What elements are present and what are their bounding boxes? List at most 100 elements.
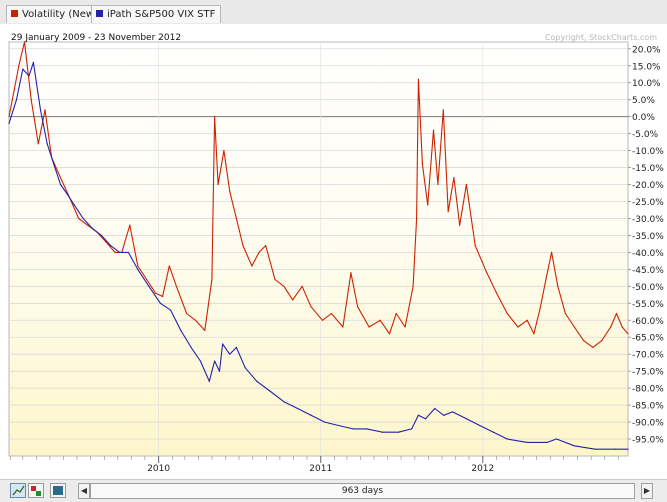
data-point-ipath [213, 360, 216, 362]
data-point-volatility [486, 272, 488, 274]
data-point-ipath [297, 407, 299, 410]
data-point-volatility [213, 116, 216, 118]
data-point-ipath [443, 414, 445, 416]
data-point-volatility [44, 109, 46, 111]
data-point-volatility [601, 340, 603, 342]
x-tick-label: 2010 [147, 464, 170, 472]
data-point-volatility [154, 292, 157, 294]
data-point-ipath [73, 204, 75, 206]
data-point-ipath [397, 431, 400, 433]
data-point-ipath [127, 251, 130, 253]
y-tick-label: -45.0% [632, 266, 664, 276]
data-point-ipath [434, 407, 436, 410]
data-point-volatility [18, 65, 20, 67]
data-point-volatility [474, 245, 476, 247]
data-point-ipath [526, 441, 528, 444]
scroll-right-button[interactable]: ▶ [641, 483, 653, 499]
compare-tool-button[interactable] [28, 483, 44, 498]
data-point-volatility [8, 116, 10, 118]
data-point-volatility [517, 326, 519, 328]
data-point-ipath [8, 122, 10, 125]
data-point-volatility [404, 326, 406, 328]
copyright-label: Copyright, StockCharts.com [544, 33, 657, 42]
data-point-ipath [555, 438, 558, 440]
data-point-volatility [437, 183, 439, 186]
data-point-ipath [39, 109, 42, 111]
data-point-ipath [452, 411, 454, 413]
y-tick-label: -5.0% [632, 130, 659, 140]
data-point-volatility [621, 326, 623, 328]
compare-icon [31, 486, 41, 496]
data-point-ipath [352, 428, 354, 430]
data-point-volatility [545, 278, 547, 281]
data-point-volatility [23, 41, 26, 43]
y-tick-label: 5.0% [632, 96, 655, 106]
legend-swatch-volatility [11, 10, 18, 17]
data-point-ipath [59, 183, 62, 186]
legend-label-volatility: Volatility (New) [22, 9, 98, 20]
data-point-volatility [137, 265, 139, 267]
data-point-ipath [199, 360, 201, 362]
data-point-ipath [180, 329, 182, 332]
y-tick-label: -40.0% [632, 249, 664, 259]
data-point-volatility [78, 217, 80, 220]
legend-label-ipath: iPath S&P500 VIX STF [107, 9, 216, 20]
data-point-volatility [356, 306, 359, 308]
time-scrollbar[interactable]: ◀ 963 days ▶ [72, 483, 667, 499]
y-tick-label: 10.0% [632, 79, 661, 89]
data-point-volatility [447, 211, 449, 213]
data-point-volatility [235, 217, 237, 220]
data-point-volatility [13, 88, 15, 91]
y-tick-label: -60.0% [632, 317, 664, 327]
data-point-ipath [417, 414, 420, 416]
data-point-volatility [223, 149, 225, 152]
data-point-ipath [100, 234, 102, 237]
scroll-range-label: 963 days [341, 486, 384, 496]
data-point-ipath [381, 431, 384, 433]
data-point-ipath [506, 438, 508, 440]
data-point-ipath [22, 68, 24, 70]
data-point-ipath [15, 99, 18, 101]
scroll-left-button[interactable]: ◀ [78, 483, 90, 499]
data-point-ipath [337, 424, 340, 427]
data-point-volatility [368, 326, 370, 328]
date-range-label: 29 January 2009 - 23 November 2012 [11, 33, 182, 43]
data-point-ipath [256, 380, 258, 382]
plot-area [8, 41, 629, 457]
y-tick-label: -65.0% [632, 334, 664, 344]
data-point-ipath [53, 163, 55, 165]
legend-bar: Volatility (New) iPath S&P500 VIX STF [0, 0, 667, 25]
data-point-volatility [186, 312, 188, 315]
data-point-ipath [366, 428, 368, 430]
data-point-volatility [162, 295, 164, 298]
line-chart-icon [12, 485, 25, 496]
data-point-volatility [551, 251, 553, 253]
data-point-volatility [292, 299, 294, 301]
data-point-ipath [137, 268, 139, 270]
data-point-volatility [37, 143, 39, 145]
data-point-volatility [427, 204, 429, 206]
data-point-ipath [91, 228, 94, 230]
data-point-ipath [324, 421, 326, 423]
data-point-volatility [459, 224, 461, 226]
scroll-thumb[interactable]: 963 days [90, 483, 635, 499]
data-point-volatility [258, 251, 260, 253]
data-point-volatility [592, 346, 594, 349]
line-chart-tool-button[interactable] [10, 483, 26, 498]
data-point-volatility [114, 251, 116, 253]
data-point-volatility [350, 272, 352, 274]
fill-tool-button[interactable] [50, 483, 66, 498]
data-point-volatility [432, 129, 435, 131]
y-tick-label: -10.0% [632, 147, 664, 157]
y-tick-label: -35.0% [632, 232, 664, 242]
data-point-ipath [614, 448, 616, 450]
data-point-volatility [321, 319, 324, 321]
data-point-ipath [492, 431, 495, 433]
data-point-ipath [411, 428, 413, 430]
legend-tab-ipath[interactable]: iPath S&P500 VIX STF [91, 5, 222, 23]
data-point-volatility [242, 245, 244, 247]
y-tick-label: -95.0% [632, 436, 664, 446]
data-point-ipath [546, 441, 548, 444]
data-point-volatility [506, 312, 508, 315]
legend-tab-volatility[interactable]: Volatility (New) [6, 5, 104, 23]
